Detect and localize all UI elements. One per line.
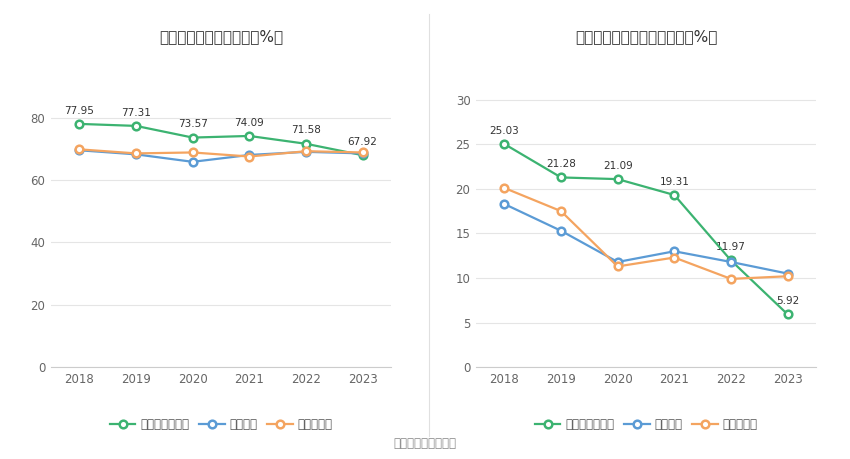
Text: 19.31: 19.31: [660, 177, 689, 187]
Text: 21.09: 21.09: [603, 161, 632, 171]
Text: 71.58: 71.58: [291, 125, 321, 135]
Title: 近年来资产负债率情况（%）: 近年来资产负债率情况（%）: [159, 29, 283, 44]
Text: 数据来源：恒生聚源: 数据来源：恒生聚源: [394, 437, 456, 450]
Text: 25.03: 25.03: [490, 126, 519, 136]
Text: 77.95: 77.95: [65, 106, 94, 116]
Legend: 有息资产负债率, 行业均值, 行业中位数: 有息资产负债率, 行业均值, 行业中位数: [530, 414, 762, 436]
Title: 近年来有息资产负债率情况（%）: 近年来有息资产负债率情况（%）: [575, 29, 717, 44]
Text: 5.92: 5.92: [776, 296, 799, 306]
Text: 67.92: 67.92: [348, 137, 377, 147]
Text: 21.28: 21.28: [546, 159, 576, 169]
Text: 73.57: 73.57: [178, 119, 207, 129]
Text: 74.09: 74.09: [235, 118, 264, 128]
Text: 11.97: 11.97: [716, 242, 746, 252]
Legend: 公司资产负债率, 行业均值, 行业中位数: 公司资产负债率, 行业均值, 行业中位数: [105, 414, 337, 436]
Text: 77.31: 77.31: [121, 107, 151, 118]
